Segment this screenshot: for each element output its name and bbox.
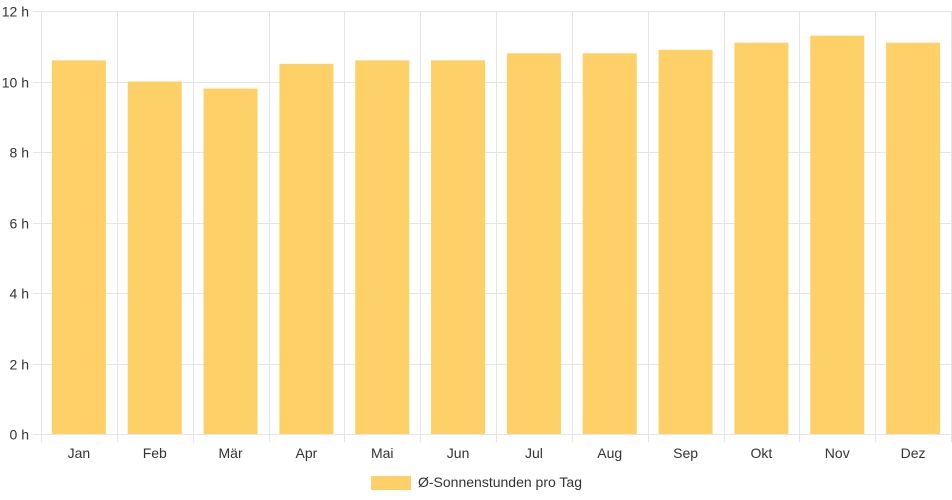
y-tick-label: 2 h: [10, 357, 29, 373]
y-tick-label: 0 h: [10, 427, 29, 443]
bar-nov[interactable]: [810, 35, 865, 435]
x-tick-label: Jan: [68, 445, 91, 461]
y-tick-label: 12 h: [2, 4, 29, 20]
x-tick-label: Feb: [143, 445, 167, 461]
x-tick-label: Mär: [219, 445, 243, 461]
bar-mai[interactable]: [355, 60, 410, 434]
bar-dez[interactable]: [886, 42, 941, 434]
bar-apr[interactable]: [279, 63, 334, 434]
y-tick-label: 6 h: [10, 216, 29, 232]
x-tick-label: Sep: [673, 445, 698, 461]
legend[interactable]: Ø-Sonnenstunden pro Tag: [371, 474, 582, 490]
bar-feb[interactable]: [127, 81, 182, 435]
x-tick-label: Mai: [371, 445, 394, 461]
bar-mär[interactable]: [203, 88, 258, 435]
x-tick-label: Jul: [525, 445, 543, 461]
bar-jul[interactable]: [506, 53, 561, 435]
bar-jun[interactable]: [431, 60, 486, 434]
x-tick-label: Okt: [751, 445, 773, 461]
legend-label: Ø-Sonnenstunden pro Tag: [418, 474, 582, 490]
bar-jan[interactable]: [51, 60, 106, 434]
y-axis: 0 h 2 h 4 h 6 h 8 h 10 h 12 h: [2, 4, 29, 443]
y-tick-label: 8 h: [10, 145, 29, 161]
x-axis: Jan Feb Mär Apr Mai Jun Jul Aug Sep Okt Nov Dez: [68, 445, 926, 461]
x-tick-label: Aug: [597, 445, 622, 461]
x-tick-label: Jun: [447, 445, 470, 461]
x-tick-label: Nov: [825, 445, 850, 461]
grid-lines: [33, 11, 952, 442]
y-tick-label: 4 h: [10, 286, 29, 302]
bar-series: [51, 35, 941, 435]
bar-aug[interactable]: [582, 53, 637, 435]
bar-sep[interactable]: [658, 49, 713, 435]
bar-okt[interactable]: [734, 42, 789, 434]
x-tick-label: Dez: [901, 445, 926, 461]
legend-swatch: [371, 476, 411, 490]
y-tick-label: 10 h: [2, 75, 29, 91]
x-tick-label: Apr: [296, 445, 318, 461]
